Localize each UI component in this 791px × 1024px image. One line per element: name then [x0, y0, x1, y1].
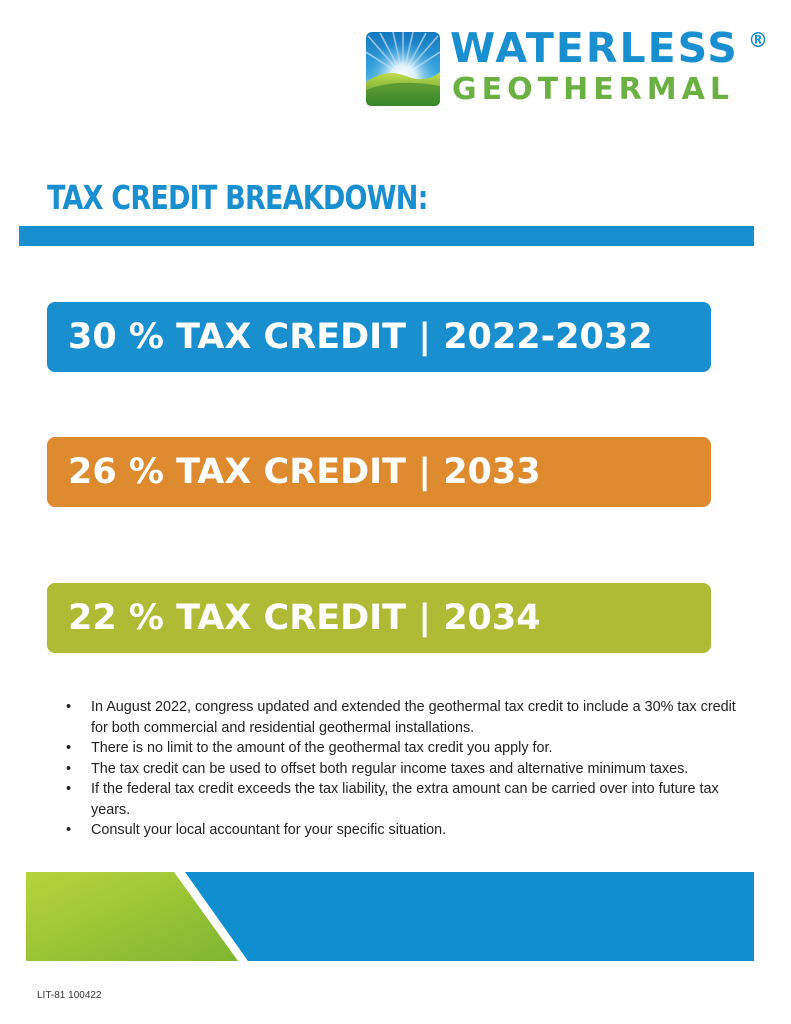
bullet-dot: • — [66, 740, 72, 756]
list-item: • If the federal tax credit exceeds the … — [66, 779, 756, 820]
bullet-dot: • — [66, 781, 72, 797]
credit-bar-2022-2032: 30 % TAX CREDIT | 2022-2032 — [47, 302, 711, 372]
list-item-text: There is no limit to the amount of the g… — [91, 740, 553, 756]
list-item: • In August 2022, congress updated and e… — [66, 697, 756, 738]
bullet-dot: • — [66, 699, 72, 715]
logo-word-waterless: WATERLESS — [450, 24, 739, 72]
literature-code: LIT-81 100422 — [37, 990, 102, 1001]
list-item-text: In August 2022, congress updated and ext… — [91, 699, 736, 736]
list-item-text: Consult your local accountant for your s… — [91, 822, 447, 838]
sunrise-landscape-icon — [366, 32, 440, 106]
credit-bar-label: 30 % TAX CREDIT | 2022-2032 — [68, 317, 653, 357]
banner-blue-panel — [185, 872, 754, 961]
bullet-list: • In August 2022, congress updated and e… — [66, 697, 756, 841]
logo-word-geothermal: GEOTHERMAL — [452, 72, 734, 107]
bullet-dot: • — [66, 822, 72, 838]
heading-divider — [19, 226, 754, 246]
credit-bar-label: 26 % TAX CREDIT | 2033 — [68, 452, 541, 492]
list-item: • Consult your local accountant for your… — [66, 820, 756, 841]
bullet-dot: • — [66, 760, 72, 777]
company-logo: WATERLESS ® GEOTHERMAL — [366, 24, 768, 110]
page-title: TAX CREDIT BREAKDOWN: — [47, 178, 428, 217]
credit-bar-2033: 26 % TAX CREDIT | 2033 — [47, 437, 711, 507]
list-item: • There is no limit to the amount of the… — [66, 738, 756, 759]
credit-bar-label: 22 % TAX CREDIT | 2034 — [68, 598, 541, 638]
credit-bar-2034: 22 % TAX CREDIT | 2034 — [47, 583, 711, 653]
footer-banner — [26, 872, 754, 961]
list-item-text: The tax credit can be used to offset bot… — [91, 760, 689, 777]
registered-mark: ® — [748, 28, 768, 52]
list-item: • The tax credit can be used to offset b… — [66, 759, 756, 780]
list-item-text: If the federal tax credit exceeds the ta… — [91, 781, 719, 818]
banner-green-wedge — [26, 872, 238, 961]
